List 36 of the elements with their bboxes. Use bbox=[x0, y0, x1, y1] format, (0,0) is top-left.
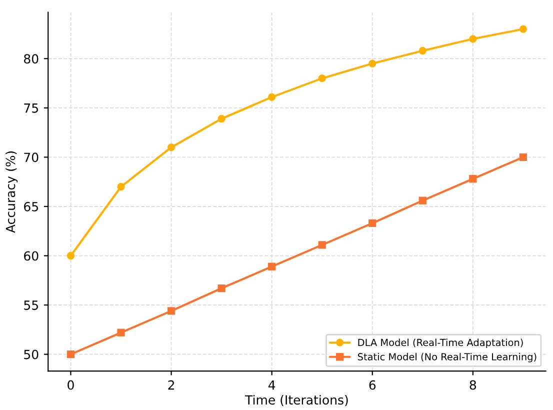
point bbox=[469, 175, 477, 183]
point bbox=[519, 25, 528, 33]
y-tick-label: 75 bbox=[24, 104, 38, 113]
y-tick-label: 70 bbox=[24, 152, 38, 162]
x-tick-label: 8 bbox=[470, 380, 476, 390]
point bbox=[268, 93, 276, 101]
x-tick-label: 0 bbox=[68, 380, 74, 390]
point bbox=[167, 307, 176, 315]
x-tick-label: 2 bbox=[168, 380, 174, 390]
y-axis-title: Accuracy (%) bbox=[6, 151, 18, 233]
point bbox=[117, 328, 125, 336]
point bbox=[368, 60, 376, 68]
point bbox=[268, 262, 276, 270]
y-tick-label: 60 bbox=[24, 251, 38, 261]
point bbox=[469, 35, 477, 43]
y-tick-label: 80 bbox=[24, 54, 38, 64]
point bbox=[218, 114, 226, 123]
y-tick-label: 55 bbox=[24, 300, 38, 310]
x-axis-title: Time (Iterations) bbox=[245, 394, 348, 406]
point bbox=[66, 350, 75, 358]
legend-label: DLA Model (Real-Time Adaptation) bbox=[358, 338, 523, 348]
legend-label: Static Model (No Real-Time Learning) bbox=[358, 352, 536, 362]
point bbox=[318, 74, 326, 82]
point bbox=[418, 196, 426, 204]
y-tick-label: 50 bbox=[24, 350, 38, 360]
point bbox=[318, 241, 326, 249]
y-tick-label: 65 bbox=[24, 202, 38, 212]
point bbox=[167, 144, 176, 152]
point bbox=[117, 182, 125, 191]
x-tick-label: 4 bbox=[268, 380, 276, 390]
point bbox=[66, 252, 75, 260]
x-tick-label: 6 bbox=[369, 380, 376, 390]
point bbox=[418, 46, 426, 55]
point bbox=[368, 219, 376, 228]
point bbox=[218, 284, 226, 292]
point bbox=[519, 153, 528, 161]
